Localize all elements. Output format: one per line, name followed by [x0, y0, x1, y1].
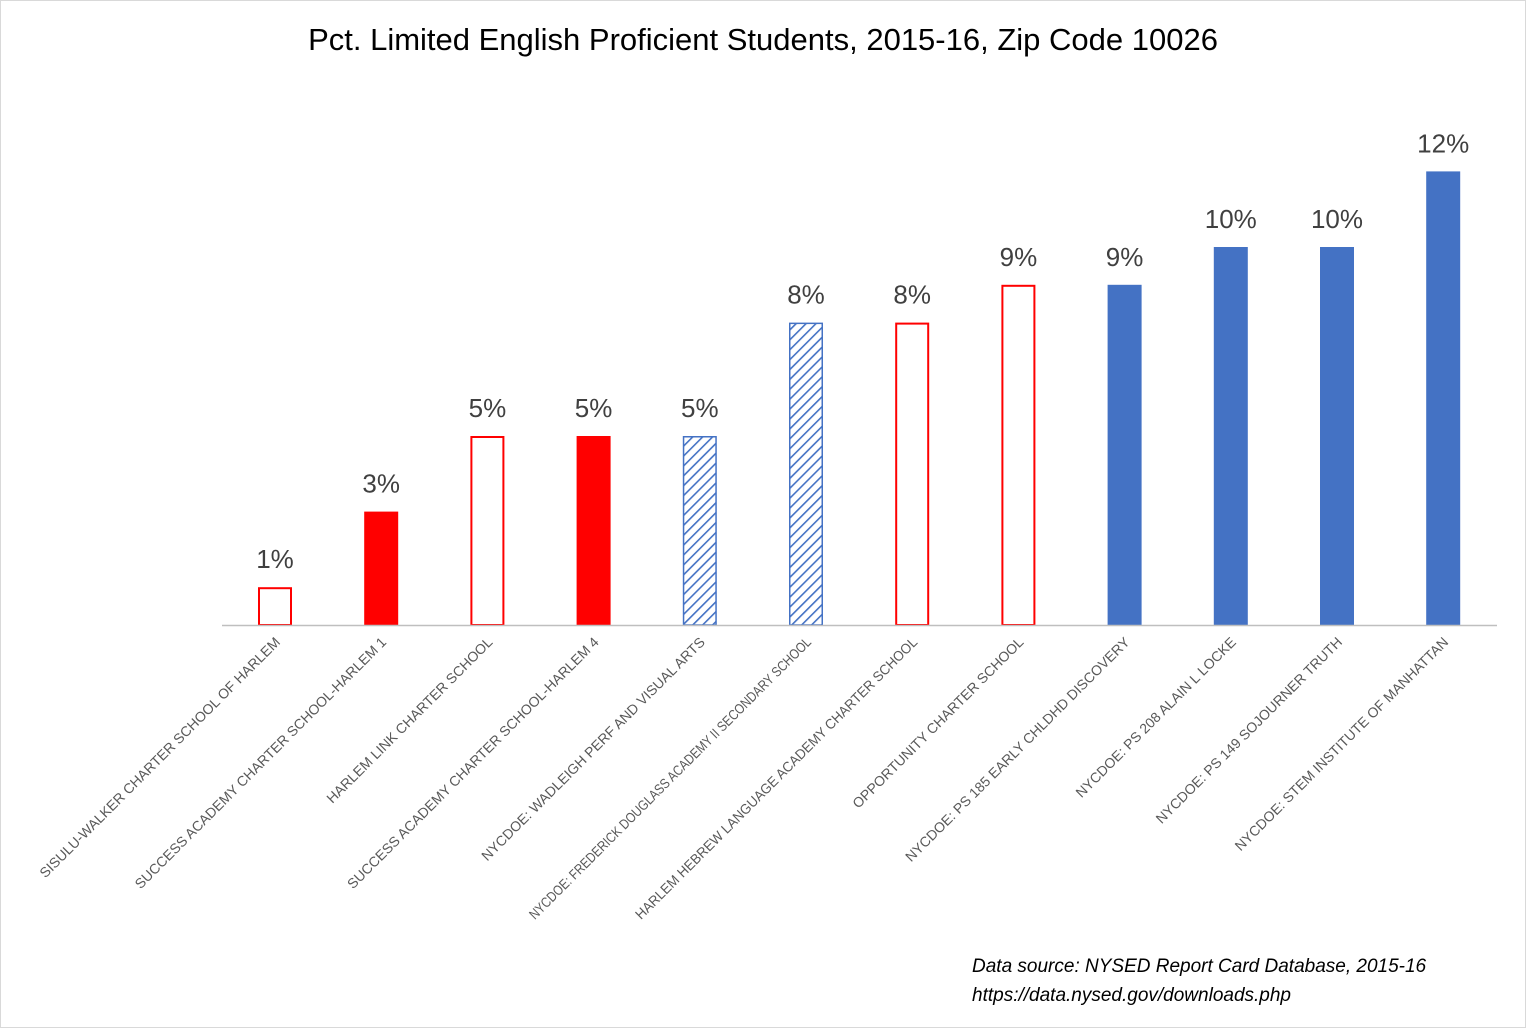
bar-6: [789, 322, 823, 626]
bars-group: [258, 171, 1461, 627]
category-label-1: SISULU-WALKER CHARTER SCHOOL OF HARLEM: [36, 634, 283, 881]
bar-1: [258, 587, 292, 627]
data-label-11: 10%: [1311, 204, 1363, 234]
category-label-5: NYCDOE: WADLEIGH PERF AND VISUAL ARTS: [478, 634, 708, 864]
data-label-6: 8%: [787, 280, 825, 310]
data-label-10: 10%: [1205, 204, 1257, 234]
category-label-12: NYCDOE: STEM INSTITUTE OF MANHATTAN: [1231, 634, 1451, 854]
category-label-4: SUCCESS ACADEMY CHARTER SCHOOL-HARLEM 4: [344, 634, 602, 892]
bar-9: [1107, 284, 1142, 625]
data-label-8: 9%: [1000, 242, 1038, 272]
data-source-url: https://data.nysed.gov/downloads.php: [972, 985, 1292, 1006]
data-source-note: Data source: NYSED Report Card Database,…: [972, 952, 1426, 1010]
data-label-5: 5%: [681, 393, 719, 423]
data-source-line: Data source: NYSED Report Card Database,…: [972, 956, 1427, 977]
bar-8: [1001, 284, 1036, 626]
bar-11: [1320, 247, 1354, 625]
bar-3: [470, 436, 505, 626]
chart-title: Pct. Limited English Proficient Students…: [308, 22, 1218, 57]
category-label-9: NYCDOE: PS 185 EARLY CHLDHD DISCOVERY: [902, 633, 1133, 864]
data-label-12: 12%: [1417, 128, 1469, 158]
category-label-11: NYCDOE: PS 149 SOJOURNER TRUTH: [1152, 634, 1345, 827]
bar-7: [895, 322, 930, 626]
data-labels-group: 1% 3% 5% 5% 5% 8% 8% 9% 9% 10% 10% 12%: [256, 128, 1469, 574]
bar-4: [576, 436, 611, 625]
bar-12: [1426, 171, 1461, 625]
data-label-7: 8%: [893, 280, 931, 310]
data-label-9: 9%: [1106, 242, 1144, 272]
category-label-8: OPPORTUNITY CHARTER SCHOOL: [849, 634, 1027, 812]
bar-10: [1213, 247, 1248, 625]
bar-5: [682, 436, 717, 626]
bar-2: [364, 511, 399, 625]
data-label-2: 3%: [362, 469, 400, 499]
category-label-3: HARLEM LINK CHARTER SCHOOL: [323, 634, 495, 806]
category-label-2: SUCCESS ACADEMY CHARTER SCHOOL-HARLEM 1: [131, 634, 389, 892]
data-label-3: 5%: [469, 393, 507, 423]
category-labels-group: SISULU-WALKER CHARTER SCHOOL OF HARLEMSU…: [36, 633, 1451, 922]
data-label-4: 5%: [575, 393, 613, 423]
data-label-1: 1%: [256, 544, 294, 574]
